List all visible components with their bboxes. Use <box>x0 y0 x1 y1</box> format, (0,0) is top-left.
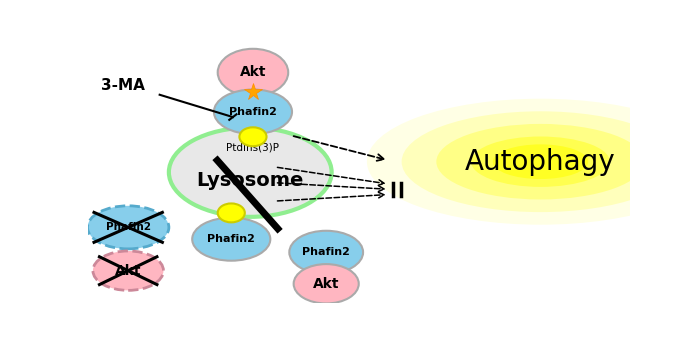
Ellipse shape <box>402 111 680 212</box>
Ellipse shape <box>471 136 610 187</box>
Ellipse shape <box>367 99 700 225</box>
Text: Akt: Akt <box>115 264 141 278</box>
Text: Akt: Akt <box>313 277 340 291</box>
Text: 3-MA: 3-MA <box>101 78 145 93</box>
Ellipse shape <box>218 204 245 222</box>
Text: Phafin2: Phafin2 <box>106 222 150 232</box>
Ellipse shape <box>193 218 270 261</box>
Ellipse shape <box>88 206 169 249</box>
Text: Lysosome: Lysosome <box>197 170 304 190</box>
Text: Phafin2: Phafin2 <box>229 107 277 117</box>
Ellipse shape <box>93 251 163 291</box>
Ellipse shape <box>436 124 645 199</box>
Ellipse shape <box>239 127 267 146</box>
Text: Akt: Akt <box>239 65 266 79</box>
Ellipse shape <box>218 49 288 96</box>
Text: Autophagy: Autophagy <box>466 148 616 176</box>
Text: Phafin2: Phafin2 <box>302 247 350 257</box>
Ellipse shape <box>493 144 588 179</box>
Ellipse shape <box>289 231 363 274</box>
Text: PtdIns(3)P: PtdIns(3)P <box>227 142 279 152</box>
Ellipse shape <box>214 89 292 134</box>
Ellipse shape <box>169 128 332 217</box>
Ellipse shape <box>294 264 358 303</box>
Text: Phafin2: Phafin2 <box>207 234 256 244</box>
